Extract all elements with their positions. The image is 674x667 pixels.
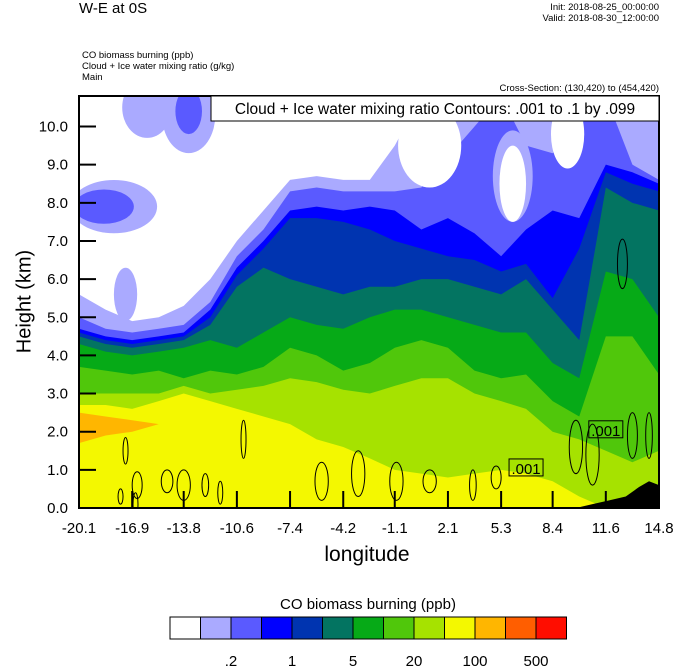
y-tick-label: 4.0 xyxy=(47,347,68,364)
cross-section-label: Cross-Section: (130,420) to (454,420) xyxy=(499,83,659,94)
co-patch xyxy=(499,145,527,222)
x-tick-label: -10.6 xyxy=(220,520,254,537)
co-patch xyxy=(122,96,173,138)
cloud-contour-line xyxy=(160,469,174,494)
co-patch xyxy=(398,103,462,188)
co-patch xyxy=(113,267,138,322)
colorbar-swatch xyxy=(291,616,323,640)
cloud-contours xyxy=(117,238,653,508)
colorbar-label: .2 xyxy=(225,653,238,667)
cloud-contour-line xyxy=(217,480,224,505)
cloud-contour-line xyxy=(122,436,129,465)
x-tick-label: 11.6 xyxy=(592,520,620,537)
colorbar-swatch xyxy=(535,616,567,640)
terrain xyxy=(575,481,659,508)
axis-ticks: -20.1 -16.9 -13.8 -10.6 -7.4 -4.2 -1.1 2.1 5.3 8.… xyxy=(39,119,674,537)
y-axis-label: Height (km) xyxy=(13,249,36,354)
overlay-title-box xyxy=(210,95,660,122)
x-tick-label: -16.9 xyxy=(115,520,149,537)
contour-label-box xyxy=(508,458,544,477)
y-tick-label: 5.0 xyxy=(47,309,68,326)
overlay-title: Cloud + Ice water mixing ratio Contours:… xyxy=(235,101,635,118)
colorbar-swatch xyxy=(474,616,506,640)
cloud-contour-line xyxy=(626,412,638,459)
cloud-contour-line xyxy=(389,461,404,501)
colorbar-swatch xyxy=(352,616,384,640)
colorbar-swatch xyxy=(383,616,415,640)
x-tick-label: -4.2 xyxy=(330,520,356,537)
co-patch xyxy=(175,96,202,135)
x-tick-label: -7.4 xyxy=(277,520,303,537)
y-tick-label: 7.0 xyxy=(47,233,68,250)
y-tick-label: 6.0 xyxy=(47,271,68,288)
x-tick-label: 14.8 xyxy=(644,520,673,537)
co-patch xyxy=(79,189,134,224)
cloud-contour-line xyxy=(314,461,329,501)
co-filled-contours xyxy=(79,96,659,508)
cloud-contour-line xyxy=(422,469,437,494)
plot-title: W-E at 0S xyxy=(79,0,148,17)
x-tick-label: -1.1 xyxy=(382,520,408,537)
variable-label-co: CO biomass burning (ppb) xyxy=(82,50,194,61)
terrain-fill xyxy=(575,481,659,508)
y-tick-label: 0.0 xyxy=(47,500,68,517)
colorbar-swatch xyxy=(169,616,201,640)
y-tick-label: 1.0 xyxy=(47,462,68,479)
co-level-50 xyxy=(79,393,659,508)
cloud-contour-line xyxy=(469,469,477,501)
init-time: Init: 2018-08-25_00:00:00 xyxy=(550,2,659,13)
variable-label-domain: Main xyxy=(82,72,103,83)
contour-label-box xyxy=(588,420,624,439)
valid-time: Valid: 2018-08-30_12:00:00 xyxy=(542,13,659,24)
cloud-contour-line xyxy=(490,465,502,490)
colorbar-swatch xyxy=(200,616,232,640)
variable-label-cloud: Cloud + Ice water mixing ratio (g/kg) xyxy=(82,61,235,72)
cloud-contour-line xyxy=(645,412,653,459)
colorbar-swatch xyxy=(444,616,476,640)
y-tick-label: 9.0 xyxy=(47,157,68,174)
x-axis-label: longitude xyxy=(324,543,410,566)
colorbar-label: 500 xyxy=(523,653,548,667)
contour-label: .001 xyxy=(591,423,620,440)
colorbar-label: 5 xyxy=(349,653,357,667)
colorbar-label: 20 xyxy=(406,653,423,667)
colorbar-swatch xyxy=(505,616,537,640)
cloud-contour-line xyxy=(616,238,628,290)
colorbar-swatch xyxy=(413,616,445,640)
cloud-contour-line xyxy=(568,419,584,475)
x-tick-label: -13.8 xyxy=(167,520,201,537)
contour-label: .001 xyxy=(511,461,540,478)
x-tick-label: -20.1 xyxy=(62,520,96,537)
cloud-contour-line xyxy=(201,473,210,498)
x-tick-label: 2.1 xyxy=(438,520,459,537)
y-tick-label: 10.0 xyxy=(39,119,68,136)
colorbar-label: 1 xyxy=(288,653,296,667)
colorbar-title: CO biomass burning (ppb) xyxy=(280,596,456,613)
colorbar: .2 1 5 20 100 500 xyxy=(169,616,567,667)
colorbar-swatch xyxy=(261,616,293,640)
colorbar-swatch xyxy=(230,616,262,640)
colorbar-swatch xyxy=(322,616,354,640)
y-tick-label: 3.0 xyxy=(47,386,68,403)
cloud-contour-line xyxy=(351,450,366,498)
cloud-contour-line xyxy=(585,423,600,486)
cloud-contour-line xyxy=(240,419,247,459)
contour-labels: .001 .001 xyxy=(508,420,624,478)
x-tick-label: 8.4 xyxy=(542,520,563,537)
y-tick-label: 8.0 xyxy=(47,195,68,212)
colorbar-label: 100 xyxy=(462,653,487,667)
x-tick-label: 5.3 xyxy=(491,520,512,537)
y-tick-label: 2.0 xyxy=(47,424,68,441)
co-level-100 xyxy=(79,412,659,508)
cloud-contour-line xyxy=(117,488,124,505)
